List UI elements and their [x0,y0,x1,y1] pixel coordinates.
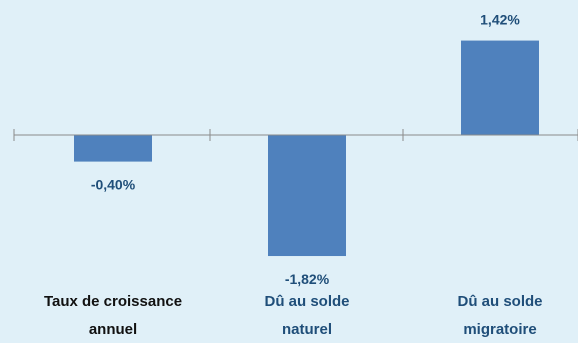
category-label-line: annuel [89,321,137,338]
bar [461,40,539,135]
category-label-line: migratoire [463,321,536,338]
category-label-line: naturel [282,321,332,338]
bar [74,135,152,162]
category-label-line: Dû au solde [457,293,542,310]
category-label-line: Taux de croissance [44,293,182,310]
data-label: -1,82% [285,271,330,287]
data-label: -0,40% [91,177,136,193]
category-label-line: Dû au solde [264,293,349,310]
category-label: Dû au solde naturel [264,293,349,338]
category-label: Dû au solde migratoire [457,293,542,338]
bar [268,135,346,257]
data-label: 1,42% [480,12,520,28]
category-label: Taux de croissance annuel [44,293,182,338]
